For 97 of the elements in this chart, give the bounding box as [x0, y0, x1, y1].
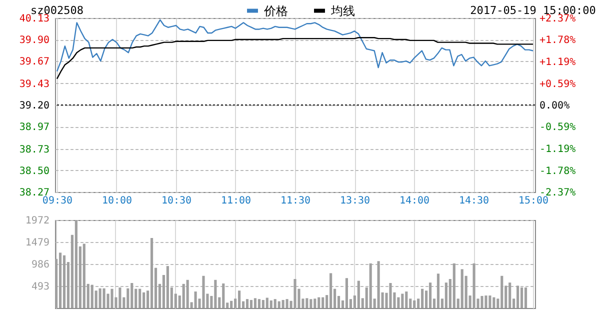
- y-tick-label: 38.50: [19, 166, 50, 177]
- bar: [274, 299, 276, 308]
- y2-tick-label: +2.37%: [540, 14, 576, 24]
- y2-tick-label: -1.78%: [540, 166, 576, 177]
- y-tick-label: 39.43: [19, 78, 50, 90]
- bar: [238, 290, 241, 308]
- bar: [278, 301, 280, 308]
- y-tick-label: 40.13: [19, 14, 50, 24]
- bar: [282, 300, 284, 308]
- bar: [524, 287, 528, 308]
- bar: [345, 278, 348, 308]
- y2-tick-label: +0.59%: [540, 78, 576, 90]
- y-tick-label: 1479: [25, 238, 50, 248]
- bar: [98, 288, 102, 308]
- bar: [250, 300, 253, 308]
- x-tick-label: 10:30: [161, 196, 192, 206]
- x-tick-label: 15:00: [518, 196, 549, 206]
- bar: [294, 278, 296, 308]
- bar: [186, 280, 189, 308]
- x-tick-label: 11:30: [280, 196, 311, 206]
- bar: [118, 287, 122, 308]
- bar: [480, 296, 484, 308]
- y2-tick-label: +1.19%: [540, 56, 576, 68]
- bar: [452, 263, 456, 308]
- legend-label: 均线: [330, 4, 355, 18]
- y-tick-label: 39.67: [19, 56, 50, 68]
- bar: [306, 298, 308, 308]
- bar: [389, 283, 392, 308]
- bar: [413, 300, 416, 308]
- bar: [82, 244, 86, 308]
- bar: [318, 297, 320, 308]
- line-series: [56, 19, 534, 72]
- bar: [314, 298, 316, 308]
- bar: [322, 297, 324, 308]
- y2-tick-label: 0.00%: [540, 100, 570, 112]
- y-tick-label: 493: [31, 282, 50, 292]
- bar: [357, 280, 360, 308]
- bar: [488, 296, 492, 308]
- y-tick-label: 39.20: [19, 100, 50, 112]
- x-tick-label: 10:00: [102, 196, 132, 206]
- bar: [436, 274, 440, 308]
- y-tick-label: 38.73: [19, 144, 50, 156]
- y-tick-label: 986: [31, 260, 50, 270]
- bar: [142, 292, 146, 308]
- legend-label: 价格: [263, 4, 288, 18]
- bar: [460, 269, 464, 308]
- bar: [421, 288, 424, 308]
- x-tick-label: 13:30: [340, 196, 370, 206]
- bar: [369, 263, 372, 308]
- bar: [74, 220, 78, 308]
- bar: [258, 299, 260, 308]
- bar: [405, 291, 408, 308]
- bar: [401, 294, 404, 308]
- bar: [138, 288, 142, 308]
- line-series: [56, 37, 534, 80]
- bar: [90, 284, 94, 308]
- bar: [254, 298, 257, 308]
- x-tick-label: 14:30: [458, 196, 490, 206]
- bar: [62, 255, 66, 308]
- bar: [214, 280, 217, 308]
- x-tick-label: 11:00: [220, 196, 252, 206]
- bar: [202, 276, 205, 308]
- bar: [508, 282, 512, 308]
- bar: [130, 283, 134, 308]
- bar: [262, 300, 264, 308]
- bar: [444, 282, 448, 308]
- bar: [472, 263, 476, 308]
- bar: [102, 288, 106, 308]
- bar: [166, 266, 169, 308]
- bar: [286, 299, 288, 308]
- bar: [246, 299, 249, 308]
- bar: [520, 287, 524, 308]
- y-tick-label: 1972: [25, 216, 50, 226]
- y2-tick-label: -0.59%: [540, 122, 576, 134]
- bar: [310, 299, 312, 308]
- x-tick-label: 14:00: [399, 196, 430, 206]
- bar: [222, 283, 225, 308]
- x-tick-label: 09:30: [42, 196, 73, 206]
- bar: [182, 284, 185, 308]
- bar: [58, 252, 62, 308]
- bar: [492, 297, 496, 308]
- bar: [484, 296, 488, 308]
- bar: [194, 291, 197, 308]
- bar: [150, 238, 154, 308]
- bar: [377, 261, 380, 308]
- bar: [330, 273, 332, 308]
- y2-tick-label: -1.19%: [540, 144, 576, 156]
- y-tick-label: 38.97: [19, 122, 50, 134]
- bar: [500, 276, 504, 308]
- bar: [230, 300, 233, 308]
- bar: [428, 282, 432, 308]
- bar: [110, 288, 114, 308]
- bar: [266, 298, 268, 308]
- bar: [270, 300, 272, 308]
- bar: [516, 286, 520, 308]
- y2-tick-label: +1.78%: [540, 35, 576, 46]
- y-tick-label: 39.90: [19, 35, 50, 46]
